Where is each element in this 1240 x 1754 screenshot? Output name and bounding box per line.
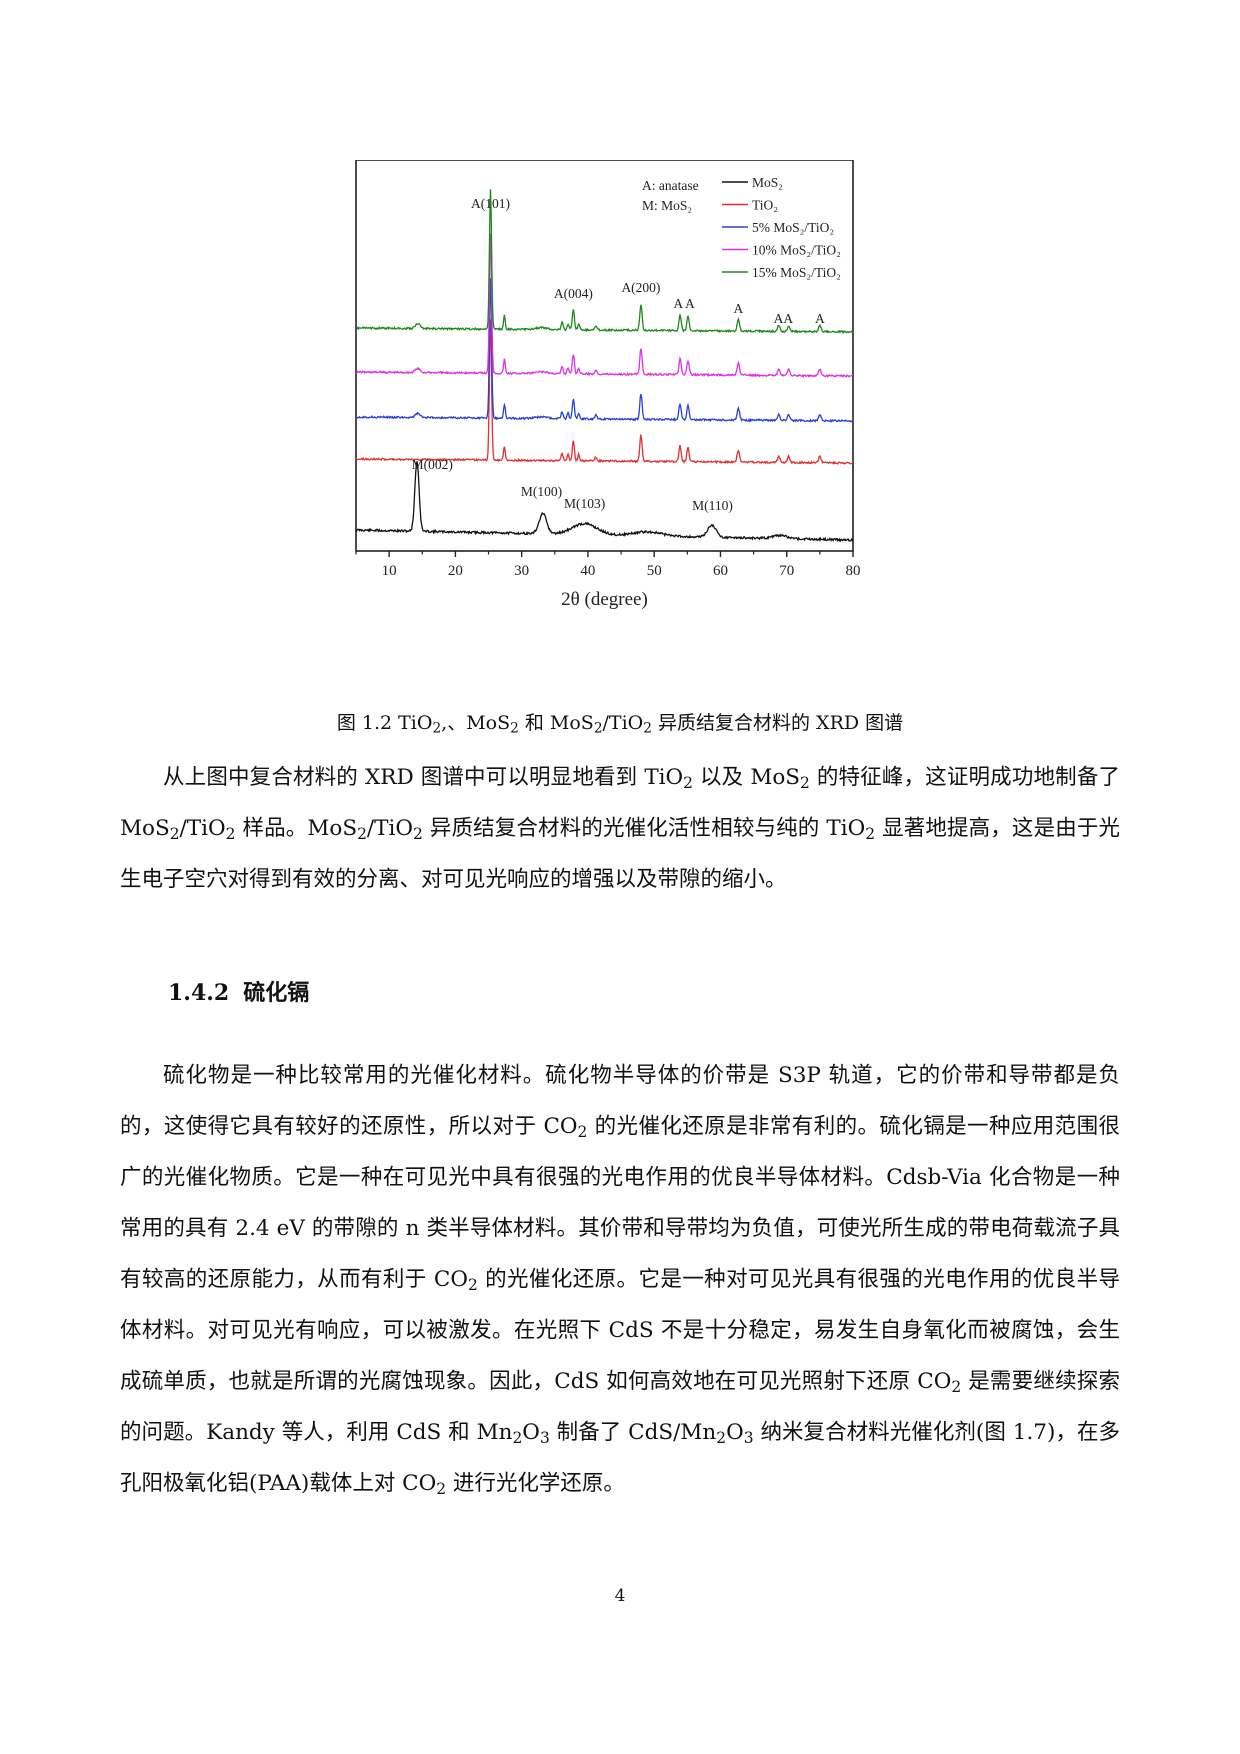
x-tick-label: 30 [514,563,529,579]
key-label: M: MoS₂ [642,198,692,213]
peak-label: A(004) [554,286,593,301]
paragraph-cds: 硫化物是一种比较常用的光催化材料。硫化物半导体的价带是 S3P 轨道，它的价带和… [120,1063,1121,1498]
legend-label: TiO₂ [752,198,778,213]
peak-label: A(101) [471,196,510,211]
series-line-tio2 [355,319,854,465]
legend-label: 15% MoS₂/TiO₂ [752,265,841,280]
section-title: 硫化镉 [243,980,310,1006]
x-tick-label: 50 [647,563,662,579]
section-heading: 1.4.2 硫化镉 [168,975,309,1007]
x-tick-label: 80 [846,563,861,579]
peak-label: A A [673,296,695,311]
paragraph-xrd-discussion: 从上图中复合材料的 XRD 图谱中可以明显地看到 TiO2 以及 MoS2 的特… [120,765,1121,892]
series-line-10pct [355,233,854,379]
plot-frame [355,160,854,552]
x-axis-title: 2θ (degree) [561,589,648,610]
series-line-mos2 [355,461,854,543]
x-tick-label: 20 [448,563,463,579]
x-tick-label: 10 [382,563,397,579]
x-tick-label: 40 [580,563,595,579]
peak-label: M(110) [692,498,733,513]
figure-caption: 图 1.2 TiO2,、MoS2 和 MoS2/TiO2 异质结复合材料的 XR… [336,712,904,737]
legend-label: 10% MoS₂/TiO₂ [752,243,841,258]
key-label: A: anatase [642,178,699,193]
peak-label: M(002) [412,457,453,472]
peak-label: A [815,311,825,326]
page-number: 4 [614,1586,626,1606]
peak-label: AA [774,311,794,326]
peak-label: A(200) [621,280,660,295]
series-line-15pct [355,189,854,335]
x-tick-label: 60 [713,563,728,579]
series-line-5pct [356,278,854,424]
legend-label: MoS₂ [752,175,783,190]
peak-label: M(100) [521,484,562,499]
legend-label: 5% MoS₂/TiO₂ [752,220,834,235]
peak-label: M(103) [564,496,605,511]
section-number: 1.4.2 [168,980,230,1006]
peak-label: A [733,301,743,316]
x-tick-label: 70 [779,563,794,579]
